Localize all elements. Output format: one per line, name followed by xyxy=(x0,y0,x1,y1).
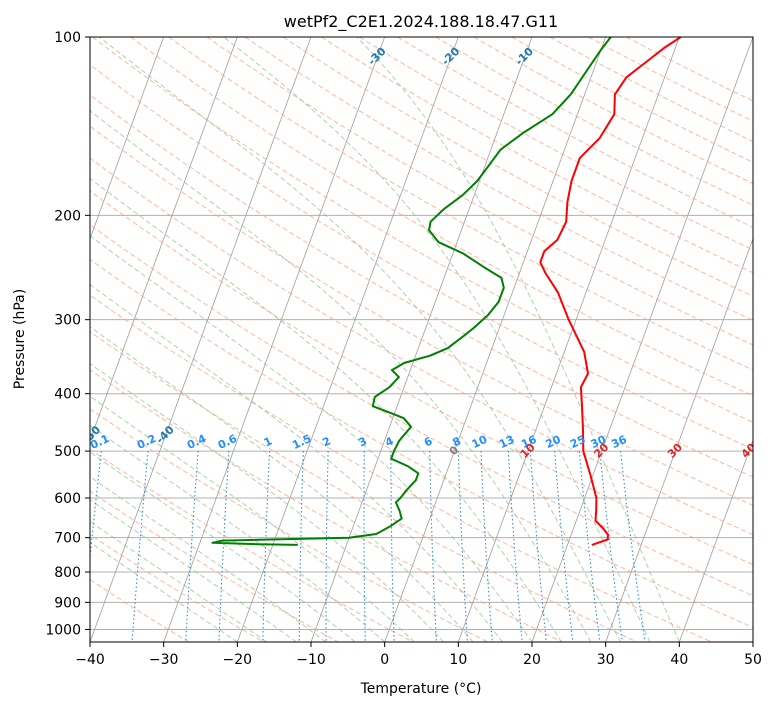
x-tick-label: −30 xyxy=(149,652,179,668)
mixing-ratio-line xyxy=(620,451,646,642)
moist-adiabat-line xyxy=(90,110,592,642)
y-tick-label: 500 xyxy=(54,444,81,460)
dry-adiabat-line xyxy=(90,224,753,597)
mixing-ratio-label: 25 xyxy=(568,433,587,451)
y-tick-label: 1000 xyxy=(45,622,81,638)
y-tick-label: 400 xyxy=(54,387,81,403)
mixing-ratio-line xyxy=(262,451,271,642)
mixing-ratio-line xyxy=(507,451,523,642)
mixing-ratio-line xyxy=(429,451,437,642)
moist-adiabat-line xyxy=(90,424,386,642)
y-tick-label: 600 xyxy=(54,491,81,507)
moist-adiabat-line xyxy=(356,37,680,642)
y-tick-label: 900 xyxy=(54,595,81,611)
moist-adiabat-line xyxy=(90,326,474,642)
mixing-ratio-line xyxy=(363,451,366,642)
moist-adiabat-line xyxy=(90,283,503,642)
y-tick-label: 100 xyxy=(54,30,81,46)
dry-adiabat-line xyxy=(90,125,753,506)
chart-title: wetPf2_C2E1.2024.188.18.47.G11 xyxy=(284,12,558,32)
axis-ticks: −40 −30 −20 −10 0 10 20 30 40 50 100 200 300 400 500 60… xyxy=(45,30,762,668)
mixing-ratio-line xyxy=(599,451,623,642)
isotherm-line xyxy=(384,37,607,642)
mixing-ratio-line xyxy=(218,451,230,642)
x-tick-label: 30 xyxy=(597,652,615,668)
x-tick-label: 10 xyxy=(449,652,467,668)
mixing-ratio-line xyxy=(554,451,574,642)
mixing-ratio-label: 20 xyxy=(544,433,564,451)
moist-adiabat-line xyxy=(90,363,444,642)
isotherm-line xyxy=(236,37,459,642)
mixing-ratio-line xyxy=(578,451,601,642)
dry-adiabat-line xyxy=(90,190,753,566)
mixing-ratio-label: 10 xyxy=(470,433,490,451)
moist-adiabat-line xyxy=(90,177,562,642)
mixing-ratio-line xyxy=(298,451,304,642)
moist-adiabat-line xyxy=(90,395,415,642)
y-axis-label: Pressure (hPa) xyxy=(12,289,28,389)
mixing-ratio-line xyxy=(529,451,547,642)
dry-adiabat-line xyxy=(90,408,488,642)
x-tick-label: 40 xyxy=(670,652,688,668)
isotherm-line xyxy=(90,37,312,642)
dry-adiabat-line xyxy=(90,157,753,536)
y-tick-label: 300 xyxy=(54,313,81,329)
mixing-ratio-label: 16 xyxy=(519,433,539,451)
dry-adiabat-line xyxy=(90,258,753,629)
moist-adiabat-line xyxy=(223,37,651,642)
x-tick-label: 50 xyxy=(744,652,762,668)
mixing-ratio-line xyxy=(325,451,329,642)
plot-frame xyxy=(89,36,754,643)
mixing-ratio-line xyxy=(457,451,469,642)
isotherm-line xyxy=(605,237,753,642)
x-tick-label: −40 xyxy=(75,652,105,668)
y-tick-label: 200 xyxy=(54,208,81,224)
dry-adiabat-line xyxy=(397,37,753,228)
temperature-profile-line xyxy=(539,37,682,546)
moist-adiabat-line xyxy=(90,451,356,642)
y-tick-label: 800 xyxy=(54,565,81,581)
isotherm-line xyxy=(90,37,238,442)
dry-adiabat-line xyxy=(206,37,753,346)
dry-adiabat-line xyxy=(168,37,753,371)
mixing-ratio-line xyxy=(185,451,199,642)
x-tick-label: 20 xyxy=(523,652,541,668)
dry-adiabat-line xyxy=(90,331,638,642)
y-tick-label: 700 xyxy=(54,531,81,547)
x-tick-label: −20 xyxy=(223,652,253,668)
dry-adiabat-line xyxy=(473,37,753,185)
dry-adiabat-line xyxy=(549,37,753,143)
mixing-ratio-label: 30 xyxy=(589,433,609,451)
isotherm-line xyxy=(90,37,165,240)
dry-adiabat-line xyxy=(90,64,753,450)
moist-adiabat-line xyxy=(90,520,268,642)
dry-adiabat-line xyxy=(90,294,712,642)
profile-lines xyxy=(211,37,682,546)
mixing-ratio-label: 36 xyxy=(609,433,629,451)
x-tick-label: −10 xyxy=(296,652,326,668)
x-axis-label: Temperature (°C) xyxy=(360,681,482,697)
moist-adiabat-line xyxy=(90,541,238,642)
dry-adiabat-line xyxy=(244,37,753,321)
isotherm-line xyxy=(678,439,753,642)
dry-adiabat-line xyxy=(130,37,753,397)
mixing-ratio-line xyxy=(131,451,149,642)
moist-adiabat-line xyxy=(99,37,621,642)
moist-adiabat-line xyxy=(90,499,297,642)
isotherm-line xyxy=(163,37,386,642)
mixing-ratio-label: 13 xyxy=(497,433,516,451)
x-tick-label: 0 xyxy=(380,652,389,668)
dry-adiabat-line xyxy=(321,37,753,274)
moist-adiabat-line xyxy=(90,235,533,642)
dry-adiabat-line xyxy=(282,37,753,297)
dewpoint-profile-line xyxy=(211,37,612,546)
mixing-ratio-line xyxy=(390,451,395,642)
mixing-ratio-line xyxy=(480,451,493,642)
background-lines xyxy=(90,37,753,642)
